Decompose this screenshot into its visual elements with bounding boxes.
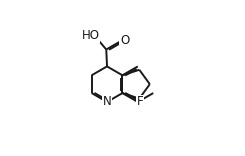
Text: HO: HO [82, 29, 99, 42]
Text: F: F [137, 95, 144, 108]
Text: N: N [103, 95, 111, 108]
Text: O: O [121, 34, 130, 47]
